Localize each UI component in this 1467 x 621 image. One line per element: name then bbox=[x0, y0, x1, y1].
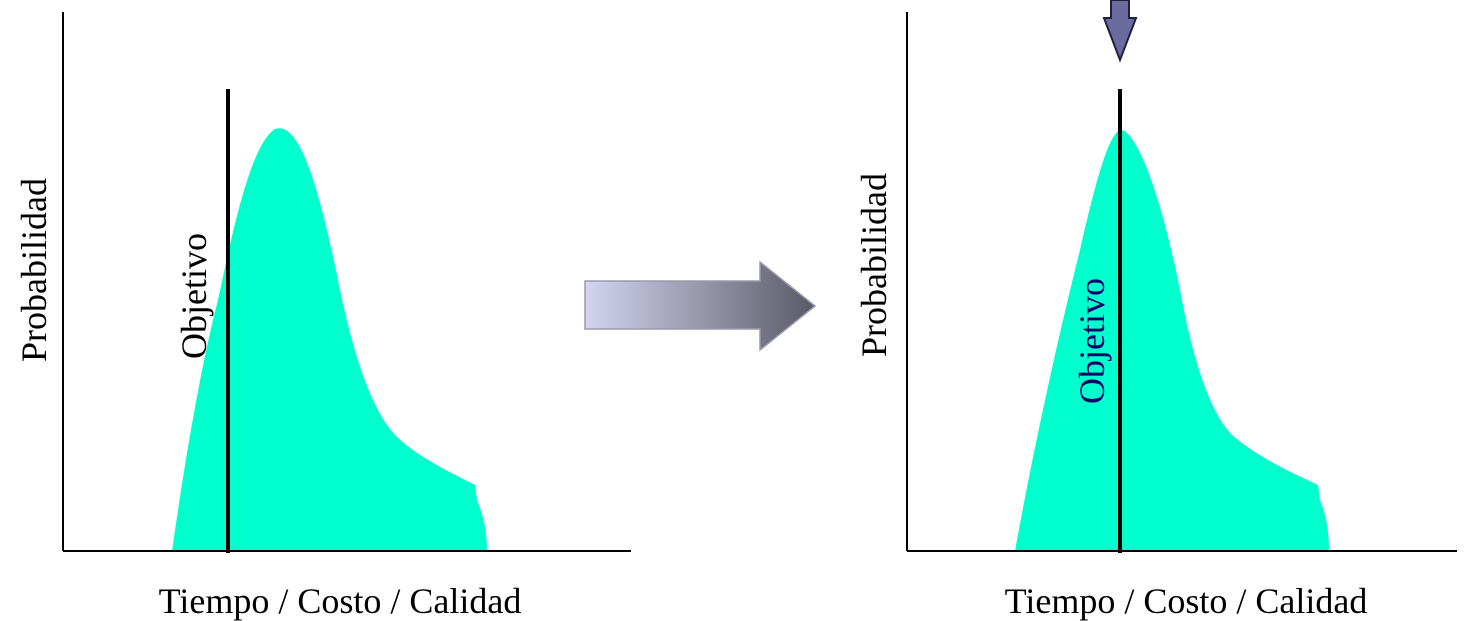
down-arrow-icon bbox=[1102, 0, 1138, 63]
left-panel: Probabilidad Tiempo / Costo / Calidad Ob… bbox=[14, 12, 631, 621]
left-y-axis-label: Probabilidad bbox=[14, 178, 54, 362]
right-target-label: Objetivo bbox=[1072, 278, 1112, 404]
left-target-label: Objetivo bbox=[174, 233, 214, 359]
left-distribution-curve bbox=[172, 128, 487, 551]
right-distribution-curve bbox=[1015, 129, 1329, 552]
right-y-axis-label: Probabilidad bbox=[854, 173, 894, 357]
left-x-axis-label: Tiempo / Costo / Calidad bbox=[159, 581, 522, 621]
transition-arrow bbox=[584, 260, 817, 352]
right-x-axis-label: Tiempo / Costo / Calidad bbox=[1005, 581, 1368, 621]
right-panel: Probabilidad Tiempo / Costo / Calidad Ob… bbox=[854, 0, 1457, 621]
